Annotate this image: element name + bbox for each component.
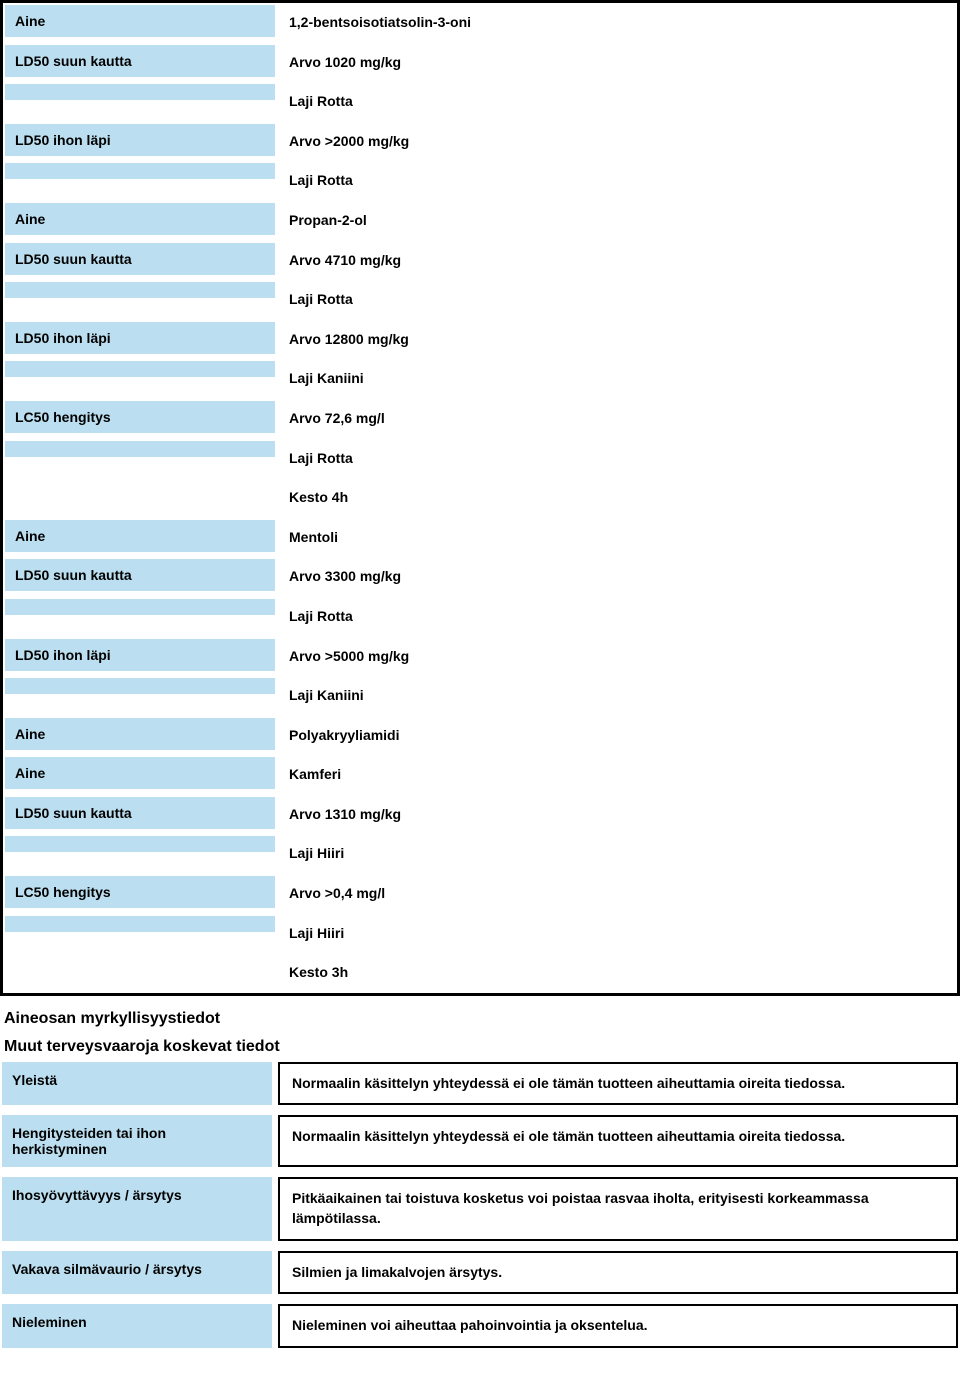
row-value: Arvo 72,6 mg/l: [279, 401, 955, 437]
toxicity-data-box: Aine1,2-bentsoisotiatsolin-3-oniLD50 suu…: [0, 0, 960, 996]
row-value: Laji Rotta: [279, 163, 955, 199]
row-label-spacer: [5, 678, 275, 694]
data-row: Laji Kaniini: [3, 359, 957, 399]
data-row: LD50 suun kauttaArvo 3300 mg/kg: [3, 557, 957, 597]
row-value: Propan-2-ol: [279, 203, 955, 239]
row-label: LD50 ihon läpi: [5, 639, 275, 671]
data-row: Kesto 3h: [3, 953, 957, 993]
health-hazard-label: Nieleminen: [2, 1304, 272, 1348]
data-row: Aine1,2-bentsoisotiatsolin-3-oni: [3, 3, 957, 43]
row-label-spacer: [5, 163, 275, 179]
row-label-spacer: [5, 282, 275, 298]
row-value: Laji Rotta: [279, 441, 955, 477]
row-value: Arvo 1310 mg/kg: [279, 797, 955, 833]
health-hazard-label: Vakava silmävaurio / ärsytys: [2, 1251, 272, 1295]
row-label: LD50 suun kautta: [5, 45, 275, 77]
health-hazard-row: YleistäNormaalin käsittelyn yhteydessä e…: [0, 1060, 960, 1108]
section-heading-other-health-hazards: Muut terveysvaaroja koskevat tiedot: [0, 1032, 960, 1060]
row-value: Polyakryyliamidi: [279, 718, 955, 754]
health-hazard-label: Hengitysteiden tai ihon herkistyminen: [2, 1115, 272, 1167]
row-label: Aine: [5, 203, 275, 235]
data-row: Laji Rotta: [3, 161, 957, 201]
section-heading-component-toxicity: Aineosan myrkyllisyystiedot: [0, 1004, 960, 1032]
row-label-spacer: [5, 84, 275, 100]
data-row: LD50 suun kauttaArvo 1310 mg/kg: [3, 795, 957, 835]
data-row: Laji Hiiri: [3, 834, 957, 874]
row-label: Aine: [5, 520, 275, 552]
row-label-spacer: [5, 441, 275, 457]
row-value: Kamferi: [279, 757, 955, 793]
row-label: LD50 suun kautta: [5, 797, 275, 829]
data-row: Kesto 4h: [3, 478, 957, 518]
data-row: LD50 ihon läpiArvo 12800 mg/kg: [3, 320, 957, 360]
row-value: Laji Rotta: [279, 282, 955, 318]
health-hazard-details: YleistäNormaalin käsittelyn yhteydessä e…: [0, 1060, 960, 1350]
row-value: Mentoli: [279, 520, 955, 556]
data-row: Laji Hiiri: [3, 914, 957, 954]
row-value: Laji Hiiri: [279, 916, 955, 952]
row-value: Laji Hiiri: [279, 836, 955, 872]
row-value: Arvo 4710 mg/kg: [279, 243, 955, 279]
row-label: Aine: [5, 5, 275, 37]
data-row: LC50 hengitysArvo >0,4 mg/l: [3, 874, 957, 914]
data-row: AineKamferi: [3, 755, 957, 795]
data-row: Laji Rotta: [3, 439, 957, 479]
row-value: Laji Kaniini: [279, 361, 955, 397]
health-hazard-row: Ihosyövyttävyys / ärsytysPitkäaikainen t…: [0, 1175, 960, 1242]
row-value: Laji Kaniini: [279, 678, 955, 714]
health-hazard-label: Ihosyövyttävyys / ärsytys: [2, 1177, 272, 1240]
data-row: LD50 suun kauttaArvo 1020 mg/kg: [3, 43, 957, 83]
row-label: LD50 suun kautta: [5, 559, 275, 591]
row-label: LD50 suun kautta: [5, 243, 275, 275]
health-hazard-value: Normaalin käsittelyn yhteydessä ei ole t…: [278, 1115, 958, 1167]
row-value: Kesto 4h: [279, 480, 955, 516]
row-value: Arvo >0,4 mg/l: [279, 876, 955, 912]
data-row: LD50 ihon läpiArvo >2000 mg/kg: [3, 122, 957, 162]
row-value: Arvo 3300 mg/kg: [279, 559, 955, 595]
row-value: Arvo >2000 mg/kg: [279, 124, 955, 160]
row-value: Arvo 1020 mg/kg: [279, 45, 955, 81]
health-hazard-row: Vakava silmävaurio / ärsytysSilmien ja l…: [0, 1249, 960, 1297]
row-label-spacer: [5, 836, 275, 852]
row-value: Arvo >5000 mg/kg: [279, 639, 955, 675]
data-row: LD50 suun kauttaArvo 4710 mg/kg: [3, 241, 957, 281]
data-row: AinePropan-2-ol: [3, 201, 957, 241]
health-hazard-label: Yleistä: [2, 1062, 272, 1106]
row-label-spacer: [5, 599, 275, 615]
health-hazard-row: NieleminenNieleminen voi aiheuttaa pahoi…: [0, 1302, 960, 1350]
health-hazard-value: Pitkäaikainen tai toistuva kosketus voi …: [278, 1177, 958, 1240]
data-row: Laji Rotta: [3, 82, 957, 122]
data-row: Laji Rotta: [3, 597, 957, 637]
data-row: AinePolyakryyliamidi: [3, 716, 957, 756]
row-label: Aine: [5, 718, 275, 750]
row-value: Laji Rotta: [279, 84, 955, 120]
data-row: LC50 hengitysArvo 72,6 mg/l: [3, 399, 957, 439]
row-label: LC50 hengitys: [5, 876, 275, 908]
row-label: LC50 hengitys: [5, 401, 275, 433]
row-value: Kesto 3h: [279, 955, 955, 991]
row-value: 1,2-bentsoisotiatsolin-3-oni: [279, 5, 955, 41]
data-row: AineMentoli: [3, 518, 957, 558]
row-label-spacer: [5, 361, 275, 377]
health-hazard-row: Hengitysteiden tai ihon herkistyminenNor…: [0, 1113, 960, 1169]
row-label: Aine: [5, 757, 275, 789]
row-label: LD50 ihon läpi: [5, 124, 275, 156]
row-label-spacer: [5, 916, 275, 932]
row-value: Arvo 12800 mg/kg: [279, 322, 955, 358]
health-hazard-value: Nieleminen voi aiheuttaa pahoinvointia j…: [278, 1304, 958, 1348]
row-label: LD50 ihon läpi: [5, 322, 275, 354]
health-hazard-value: Silmien ja limakalvojen ärsytys.: [278, 1251, 958, 1295]
data-row: LD50 ihon läpiArvo >5000 mg/kg: [3, 637, 957, 677]
health-hazard-value: Normaalin käsittelyn yhteydessä ei ole t…: [278, 1062, 958, 1106]
data-row: Laji Rotta: [3, 280, 957, 320]
data-row: Laji Kaniini: [3, 676, 957, 716]
row-value: Laji Rotta: [279, 599, 955, 635]
